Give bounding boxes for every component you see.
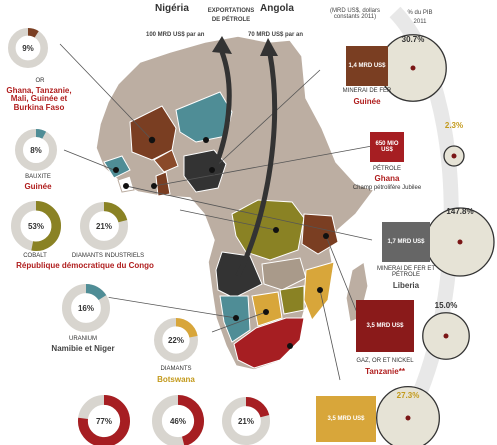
map-dots <box>113 136 329 349</box>
col-pib-header-2: 2011 <box>413 19 427 25</box>
industrial-diamonds-caption: DIAMANTS INDUSTRIELS <box>71 253 145 259</box>
guinee-country: Guinée <box>353 97 381 106</box>
tanzanie-value-box: 3,5 MRD US$ <box>356 300 414 352</box>
drc-country: République démocratique du Congo <box>16 261 154 270</box>
region-guinea <box>103 155 131 179</box>
donut-label: 21% <box>96 222 112 231</box>
donut-label: 8% <box>30 146 42 155</box>
last-value-box: 3,5 MRD US$ <box>316 396 376 442</box>
exports-title-1: EXPORTATIONS <box>207 8 255 14</box>
donut-slice <box>35 129 47 139</box>
leader-lines <box>59 43 373 381</box>
donut-slice <box>78 395 130 445</box>
nigeria-export-arrow <box>209 51 232 176</box>
tanzanie-country: Tanzanie** <box>365 367 405 376</box>
donut-label: 21% <box>238 417 254 426</box>
pib-label: 2.3% <box>445 121 463 130</box>
bauxite-caption: BAUXITE <box>25 174 51 180</box>
pib-label: 147.8% <box>446 207 473 216</box>
pib-bubble-center <box>405 415 411 421</box>
guinee-resource: MINERAI DE FER <box>342 88 392 94</box>
tanzanie-resource: GAZ, OR ET NICKEL <box>356 358 414 364</box>
nigeria-title: Nigéria <box>155 3 189 14</box>
region-zambia <box>261 257 307 291</box>
diamonds-caption: DIAMANTS <box>160 366 192 372</box>
angola-arrow-head <box>260 38 278 56</box>
donut-slice <box>177 395 204 445</box>
donut-label: 46% <box>170 417 186 426</box>
donut-label: 22% <box>168 336 184 345</box>
pib-bubble-center <box>443 333 449 339</box>
bauxite-country: Guinée <box>24 182 52 191</box>
liberia-value-box: 1,7 MRD US$ <box>382 222 430 262</box>
donut-slice <box>175 318 198 338</box>
gold-caption: OR <box>35 78 45 84</box>
col-usd-header: (MRD US$, dollars constants 2011) <box>329 8 380 21</box>
donut-slice <box>27 28 39 38</box>
pib-bubble-center <box>451 153 457 159</box>
ghana-note: Champ pétrolifère Jubilee <box>352 185 422 191</box>
pib-bubble-center <box>410 65 416 71</box>
region-zimbabwe <box>279 285 305 315</box>
cobalt-caption: COBALT <box>23 253 47 259</box>
liberia-country: Liberia <box>392 281 420 290</box>
nigeria-export-value: 100 MRD US$ par an <box>146 32 205 38</box>
angola-title: Angola <box>260 3 294 14</box>
pib-label: 30.7% <box>402 35 425 44</box>
donut-label: 53% <box>28 222 44 231</box>
uranium-countries: Namibie et Niger <box>51 344 115 353</box>
donut-slice <box>245 397 270 418</box>
pib-bubble-center <box>457 239 463 245</box>
uranium-caption: URANIUM <box>69 336 97 342</box>
donut-slice <box>85 284 107 301</box>
col-pib-header-1: % du PIB <box>407 10 433 16</box>
exports-title-2: DE PÉTROLE <box>211 17 251 23</box>
donut-label: 16% <box>78 304 94 313</box>
bubble-group: 30.7% 2.3% 147.8% 15.0% 27.3% <box>376 34 495 445</box>
guinee-value-box: 1,4 MRD US$ <box>346 46 388 86</box>
diamonds-country: Botswana <box>157 375 195 384</box>
region-burkina <box>153 149 179 173</box>
angola-export-value: 70 MRD US$ par an <box>248 32 304 38</box>
ghana-resource: PÉTROLE <box>372 166 401 172</box>
donut-label: 9% <box>22 44 34 53</box>
region-south-africa <box>233 317 305 369</box>
gold-countries: Ghana, Tanzanie, Mali, Guinée et Burkina… <box>6 86 72 112</box>
donut-group: 9% 8% 53% 21% 16% 22% 77% 46% 21% <box>7 27 271 445</box>
donut-slice <box>31 201 61 251</box>
pib-label: 27.3% <box>397 391 420 400</box>
donut-label: 77% <box>96 417 112 426</box>
donut-slice <box>103 202 128 223</box>
ghana-value-box: 650 MIO US$ <box>370 132 404 162</box>
angola-export-arrow <box>235 53 278 278</box>
pib-label: 15.0% <box>435 301 458 310</box>
nigeria-arrow-head <box>212 36 232 54</box>
liberia-resource: MINERAI DE FER ET PÉTROLE <box>376 266 435 279</box>
ghana-country: Ghana <box>374 174 400 183</box>
